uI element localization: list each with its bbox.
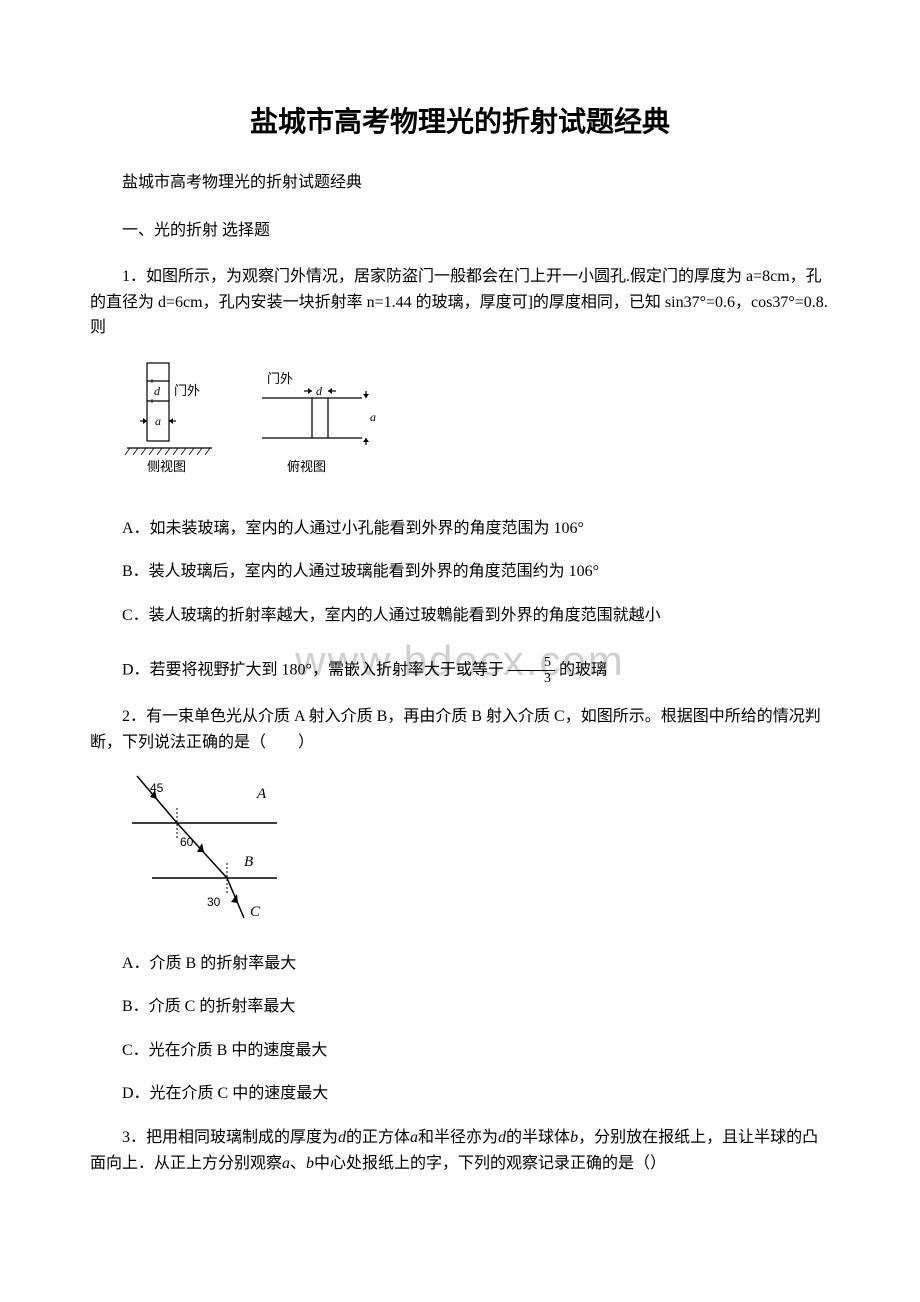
svg-text:门外: 门外 xyxy=(174,383,200,398)
q1-figure: d 门外 a 侧视图 门外 xyxy=(122,353,830,498)
q3-mid1: 的正方体 xyxy=(346,1129,410,1146)
q2-optB: B．介质 C 的折射率最大 xyxy=(90,994,830,1020)
svg-text:门外: 门外 xyxy=(267,371,293,386)
q1-optA: A．如未装玻璃，室内的人通过小孔能看到外界的角度范围为 106° xyxy=(90,516,830,542)
q1-optC: C．装人玻璃的折射率越大，室内的人通过玻鵯能看到外界的角度范围就越小 xyxy=(90,603,830,629)
q3-d2: d xyxy=(498,1129,506,1146)
q3-d1: d xyxy=(338,1129,346,1146)
svg-text:侧视图: 侧视图 xyxy=(147,459,186,474)
frac-den: 3 xyxy=(508,671,555,686)
q1-optD-post: 的玻璃 xyxy=(559,661,607,678)
svg-text:45: 45 xyxy=(150,781,164,795)
q3-a2: a xyxy=(282,1155,290,1172)
q1-text: 1．如图所示，为观察门外情况，居家防盗门一般都会在门上开一小圆孔.假定门的厚度为… xyxy=(90,264,830,341)
fraction: 53 xyxy=(508,655,555,687)
svg-text:d: d xyxy=(316,384,323,398)
q1-optD-pre: D．若要将视野扩大到 180°，需嵌入折射率大于或等于 xyxy=(122,661,504,678)
svg-text:C: C xyxy=(250,904,261,920)
q3-b2: b xyxy=(306,1155,314,1172)
q2-optA: A．介质 B 的折射率最大 xyxy=(90,951,830,977)
q1-optD: D．若要将视野扩大到 180°，需嵌入折射率大于或等于53的玻璃 xyxy=(90,655,830,687)
q2-figure: 45 60 30 A B C xyxy=(122,768,830,933)
frac-num: 5 xyxy=(508,655,555,671)
svg-text:a: a xyxy=(155,414,161,428)
svg-text:A: A xyxy=(256,786,267,802)
q3-mid2: 和半径亦为 xyxy=(418,1129,498,1146)
q3-mid5: 、 xyxy=(290,1155,306,1172)
subtitle: 盐城市高考物理光的折射试题经典 xyxy=(90,168,830,192)
q3-mid3: 的半球体 xyxy=(506,1129,570,1146)
q1-optB: B．装人玻璃后，室内的人通过玻璃能看到外界的角度范围约为 106° xyxy=(90,559,830,585)
q3-a1: a xyxy=(410,1129,418,1146)
q3-b1: b xyxy=(570,1129,578,1146)
q3-pre: 3．把用相同玻璃制成的厚度为 xyxy=(122,1129,338,1146)
section-header: 一、光的折射 选择题 xyxy=(90,216,830,240)
q3-post: 中心处报纸上的字，下列的观察记录正确的是（） xyxy=(314,1155,666,1172)
page-title: 盐城市高考物理光的折射试题经典 xyxy=(90,100,830,140)
q2-text: 2．有一束单色光从介质 A 射入介质 B，再由介质 B 射入介质 C，如图所示。… xyxy=(90,704,830,755)
svg-text:d: d xyxy=(154,384,161,398)
svg-text:俯视图: 俯视图 xyxy=(287,459,326,474)
svg-text:60: 60 xyxy=(180,835,194,849)
svg-text:a: a xyxy=(370,410,376,424)
q2-optC: C．光在介质 B 中的速度最大 xyxy=(90,1038,830,1064)
svg-text:B: B xyxy=(244,854,253,870)
svg-text:30: 30 xyxy=(207,895,221,909)
q3-text: 3．把用相同玻璃制成的厚度为d的正方体a和半径亦为d的半球体b，分别放在报纸上，… xyxy=(90,1125,830,1176)
q2-optD: D．光在介质 C 中的速度最大 xyxy=(90,1081,830,1107)
